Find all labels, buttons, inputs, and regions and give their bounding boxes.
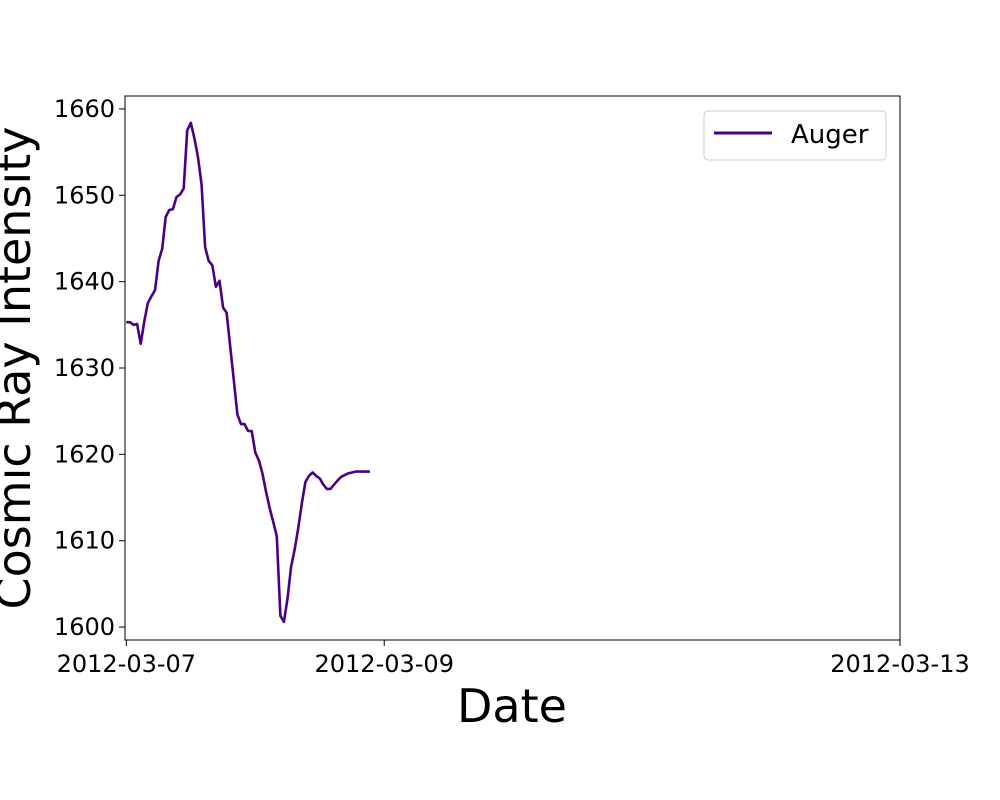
y-tick-label: 1610 [54,527,115,555]
y-tick-label: 1600 [54,613,115,641]
y-tick-label: 1630 [54,354,115,382]
x-tick-label: 2012-03-09 [314,650,453,678]
legend-label-auger: Auger [791,120,869,150]
x-tick-label: 2012-03-13 [830,650,969,678]
y-tick-label: 1620 [54,440,115,468]
x-axis-title: Date [457,679,567,733]
legend-box [703,110,887,161]
y-tick-label: 1660 [54,95,115,123]
x-tick-label: 2012-03-07 [57,650,196,678]
y-tick-label: 1640 [54,268,115,296]
x-axis-ticks: 2012-03-07 2012-03-09 2012-03-13 [57,640,970,678]
y-axis-title: Cosmic Ray Intensity [0,127,41,610]
y-tick-label: 1650 [54,181,115,209]
plot-area [126,121,370,624]
series-line-auger [126,121,370,624]
axes-frame [124,95,901,641]
legend: Auger [703,110,887,161]
y-axis-ticks: 1600 1610 1620 1630 1640 1650 1660 [54,95,125,641]
